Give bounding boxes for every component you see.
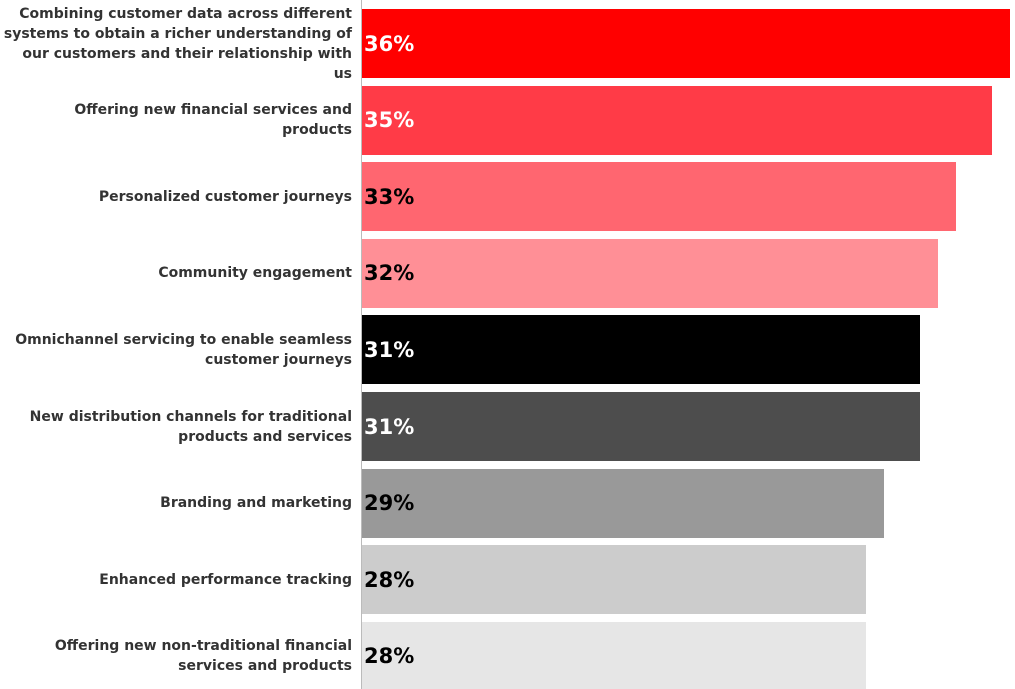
category-label: Branding and marketing xyxy=(160,495,352,512)
bar xyxy=(362,315,920,385)
value-label: 31% xyxy=(364,414,415,439)
value-label: 28% xyxy=(364,567,415,592)
value-label: 29% xyxy=(364,491,415,516)
value-label: 36% xyxy=(364,31,415,56)
bar xyxy=(362,85,992,155)
value-label: 33% xyxy=(364,184,415,209)
bar xyxy=(362,9,1010,78)
value-label: 35% xyxy=(364,108,415,133)
bar xyxy=(362,392,920,461)
bar xyxy=(362,468,884,538)
category-label: Combining customer data across different… xyxy=(3,5,352,82)
category-label: Offering new financial services and prod… xyxy=(74,102,352,139)
category-label: Community engagement xyxy=(158,265,352,282)
category-label: New distribution channels for traditiona… xyxy=(29,408,352,445)
axis-line xyxy=(361,0,362,689)
value-label: 28% xyxy=(364,644,415,669)
bar xyxy=(362,162,956,232)
value-label: 32% xyxy=(364,261,415,286)
category-label: Offering new non-traditional financial s… xyxy=(54,638,352,675)
bar xyxy=(362,545,866,615)
category-label: Omnichannel servicing to enable seamless… xyxy=(15,331,352,368)
bar xyxy=(362,238,938,308)
value-label: 31% xyxy=(364,337,415,362)
bar xyxy=(362,621,866,689)
category-label: Personalized customer journeys xyxy=(98,188,352,205)
category-label: Enhanced performance tracking xyxy=(99,571,352,588)
